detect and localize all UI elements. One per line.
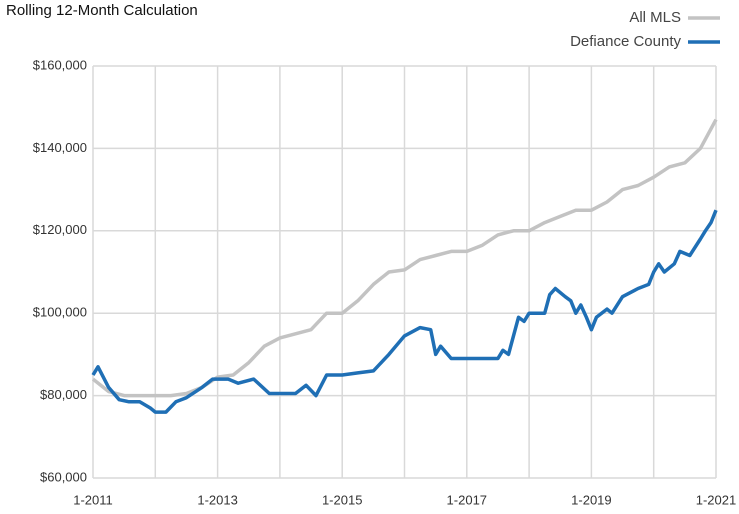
y-tick-label: $80,000 — [40, 387, 87, 402]
y-tick-label: $160,000 — [33, 57, 87, 72]
chart-title: Rolling 12-Month Calculation — [6, 2, 198, 19]
lines — [91, 118, 718, 414]
y-tick-label: $60,000 — [40, 469, 87, 484]
x-tick-label: 1-2021 — [696, 492, 736, 507]
x-tick-label: 1-2013 — [197, 492, 237, 507]
series-line — [91, 209, 718, 414]
legend-label: Defiance County — [570, 33, 681, 50]
grid: $60,000 $80,000 $100,000 $120,000 $140,000 $1… — [33, 57, 736, 507]
legend-label: All MLS — [629, 9, 681, 26]
x-tick-label: 1-2019 — [571, 492, 611, 507]
x-tick-label: 1-2011 — [73, 492, 113, 507]
y-tick-label: $100,000 — [33, 305, 87, 320]
y-tick-label: $140,000 — [33, 140, 87, 155]
x-tick-label: 1-2015 — [322, 492, 362, 507]
x-tick-label: 1-2017 — [447, 492, 487, 507]
legend: All MLS Defiance County — [570, 9, 720, 50]
y-tick-label: $120,000 — [33, 222, 87, 237]
